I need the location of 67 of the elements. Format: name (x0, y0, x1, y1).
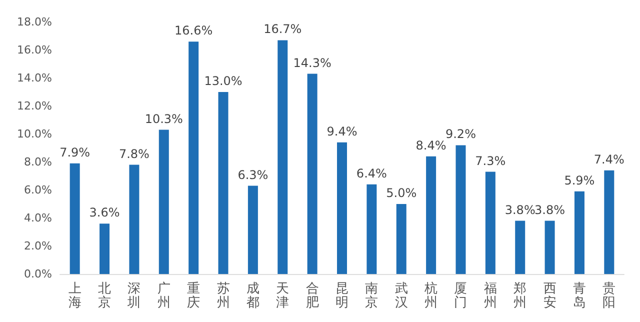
bar (158, 130, 169, 274)
data-label: 3.8% (504, 202, 536, 217)
bar (515, 220, 526, 274)
data-label: 14.3% (293, 56, 332, 70)
data-label: 3.8% (534, 202, 566, 217)
data-label: 5.9% (564, 173, 595, 188)
y-tick-label: 6.0% (24, 184, 52, 196)
x-tick-label: 南京 (365, 282, 378, 310)
bar (218, 92, 228, 274)
bar (485, 172, 496, 274)
data-label: 6.3% (238, 168, 268, 182)
x-tick-label: 杭州 (424, 282, 438, 310)
data-label: 16.7% (264, 22, 302, 36)
bar (337, 142, 347, 274)
y-tick-label: 2.0% (24, 240, 52, 252)
data-label: 16.6% (174, 24, 213, 38)
data-label: 8.4% (416, 138, 446, 152)
x-tick-label: 贵阳 (602, 282, 616, 310)
x-tick-label: 青岛 (572, 282, 586, 310)
data-label: 9.4% (326, 124, 358, 138)
bar (307, 74, 318, 274)
y-tick-label: 10.0% (17, 128, 52, 140)
data-label: 10.3% (144, 112, 183, 126)
bar (366, 184, 377, 274)
x-tick-label: 郑州 (514, 282, 527, 310)
x-tick-label: 成都 (246, 282, 260, 310)
bar (456, 145, 466, 274)
x-tick-label: 苏州 (216, 282, 230, 310)
data-label: 7.9% (60, 145, 90, 160)
data-label: 5.0% (386, 186, 417, 200)
x-tick-label: 西安 (543, 282, 556, 310)
bar (129, 164, 140, 274)
x-tick-label: 合肥 (306, 282, 319, 310)
bar (426, 156, 436, 274)
x-tick-label: 昆明 (336, 282, 348, 310)
y-tick-label: 0.0% (24, 268, 52, 280)
x-tick-label: 天津 (276, 282, 290, 310)
y-tick-label: 4.0% (24, 212, 52, 224)
data-label: 7.8% (118, 146, 150, 161)
bar (396, 204, 406, 274)
x-tick-label: 福州 (484, 282, 497, 310)
x-tick-label: 上海 (68, 282, 82, 310)
x-tick-label: 深圳 (126, 282, 141, 310)
bar (100, 224, 110, 274)
x-tick-label: 厦门 (454, 282, 468, 310)
bar (574, 191, 584, 274)
x-tick-label: 重庆 (187, 282, 200, 310)
y-tick-label: 14.0% (17, 72, 52, 84)
bar (604, 170, 614, 274)
data-label: 7.4% (594, 152, 624, 166)
y-tick-label: 16.0% (17, 44, 52, 56)
data-label: 13.0% (204, 74, 242, 88)
bar (188, 42, 199, 274)
y-tick-label: 18.0% (17, 16, 52, 28)
x-tick-label: 武汉 (394, 282, 408, 310)
data-label: 3.6% (89, 206, 120, 220)
x-tick-label: 北京 (98, 282, 112, 310)
x-tick-label: 广州 (157, 282, 170, 310)
data-label: 7.3% (475, 154, 506, 168)
bar (278, 40, 288, 274)
y-tick-label: 8.0% (24, 156, 52, 168)
data-label: 6.4% (356, 166, 387, 180)
bar (70, 163, 80, 274)
y-tick-label: 12.0% (17, 100, 52, 112)
bar (248, 186, 258, 274)
bar (544, 220, 555, 274)
data-label: 9.2% (445, 127, 476, 142)
